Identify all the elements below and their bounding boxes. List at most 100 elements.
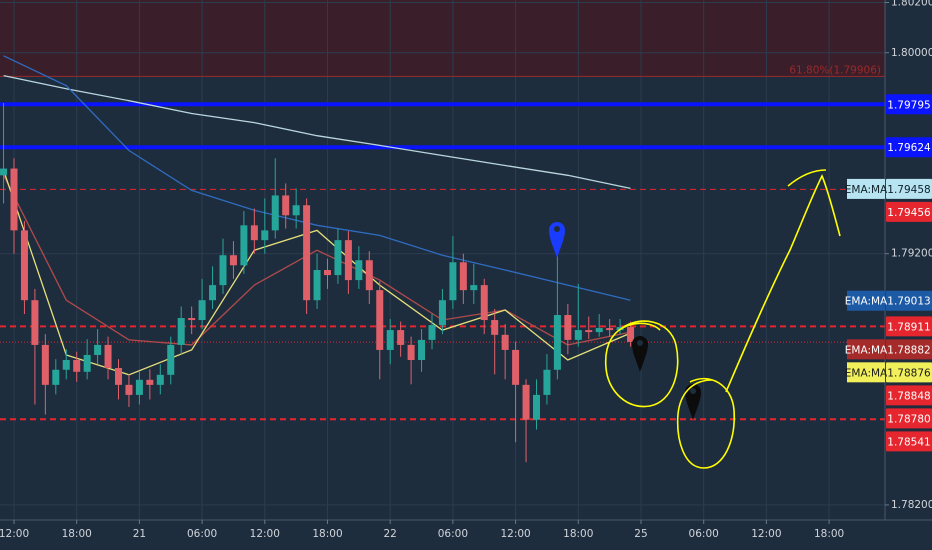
candle-body xyxy=(198,300,206,321)
price-label: 1.78780 xyxy=(887,413,930,425)
price-tag-box xyxy=(847,362,885,383)
candle-body xyxy=(480,285,488,321)
y-tick-label: 1.78200 xyxy=(891,499,932,511)
x-tick-label: 25 xyxy=(634,528,647,540)
candle xyxy=(156,364,164,395)
candle-body xyxy=(428,325,436,340)
back-layer xyxy=(0,0,885,520)
x-tick-label: 12:00 xyxy=(0,528,29,540)
candle xyxy=(261,198,269,254)
price-label: 1.79458 xyxy=(887,184,930,196)
blue-pin xyxy=(549,222,565,258)
candle xyxy=(188,306,196,335)
x-tick-label: 12:00 xyxy=(250,528,280,540)
candle-body xyxy=(303,205,311,301)
candle xyxy=(250,208,258,254)
candle-body xyxy=(334,240,342,276)
candle-body xyxy=(188,318,196,321)
price-label: 1.79795 xyxy=(887,99,930,111)
candle-body xyxy=(459,262,467,291)
candle xyxy=(52,359,60,395)
candle-body xyxy=(313,270,321,301)
candle xyxy=(10,158,18,254)
pin-hole xyxy=(554,226,560,232)
candle-body xyxy=(376,290,384,350)
candle xyxy=(386,319,394,365)
candle-body xyxy=(41,344,49,385)
candle-body xyxy=(62,359,70,370)
candle xyxy=(459,253,467,304)
y-tick-label: 1.80200 xyxy=(891,0,932,9)
price-label: 1.78882 xyxy=(887,344,930,356)
candle xyxy=(292,188,300,229)
candle xyxy=(240,211,248,274)
candle-body xyxy=(522,384,530,420)
candle-body xyxy=(52,369,60,385)
price-label-box xyxy=(886,94,932,115)
candle xyxy=(397,321,405,357)
candle-body xyxy=(219,255,227,286)
moving-average xyxy=(3,55,631,301)
black-pin xyxy=(632,336,648,372)
candle-body xyxy=(491,320,499,335)
moving-average xyxy=(3,175,631,346)
price-tag-box xyxy=(847,290,885,311)
candle-body xyxy=(532,394,540,420)
candle-body xyxy=(553,315,561,370)
candle-body xyxy=(83,354,91,372)
price-tag-box xyxy=(847,339,885,360)
candle-body xyxy=(627,327,635,342)
candle xyxy=(365,251,373,304)
candle xyxy=(31,288,39,405)
arrow-head xyxy=(787,169,827,187)
candle-body xyxy=(407,344,415,360)
candle xyxy=(574,283,582,347)
candle-body xyxy=(135,379,143,395)
candle-body xyxy=(292,205,300,216)
price-tag: EMA:MA xyxy=(845,344,888,356)
candle-body xyxy=(323,270,331,276)
price-label-box xyxy=(886,201,932,222)
candle xyxy=(20,221,28,315)
candle-body xyxy=(94,344,102,355)
price-label-box xyxy=(886,290,932,311)
candle-body xyxy=(73,359,81,372)
candle-body xyxy=(355,260,363,281)
candle xyxy=(480,278,488,335)
candle xyxy=(627,321,635,347)
x-tick-label: 06:00 xyxy=(438,528,468,540)
candle-body xyxy=(156,374,164,385)
candle xyxy=(313,253,321,309)
candle-body xyxy=(104,344,112,369)
candle xyxy=(355,246,363,289)
candle xyxy=(344,231,352,294)
candle-body xyxy=(418,339,426,360)
candle-body xyxy=(282,195,290,216)
price-tag-box xyxy=(847,178,885,199)
candle xyxy=(501,324,509,380)
price-label: 1.78876 xyxy=(887,367,931,379)
price-tag: EMA:MA xyxy=(845,296,888,308)
candle xyxy=(303,198,311,315)
candle xyxy=(73,351,81,382)
price-label: 1.79456 xyxy=(887,207,931,219)
price-label: 1.78911 xyxy=(887,321,930,333)
pin-hole xyxy=(637,340,643,346)
candle xyxy=(94,329,102,365)
candle xyxy=(376,281,384,380)
black-pin xyxy=(685,384,701,420)
price-tag: EMA:MA xyxy=(845,367,888,379)
candle-body xyxy=(438,300,446,326)
candle xyxy=(428,314,436,350)
x-tick-label: 18:00 xyxy=(563,528,593,540)
price-label: 1.78848 xyxy=(887,390,930,402)
zone xyxy=(0,0,885,77)
candle-body xyxy=(512,349,520,385)
candle-body xyxy=(125,384,133,395)
price-tag: EMA:MA xyxy=(845,184,888,196)
candle-body xyxy=(574,330,582,340)
candle-body xyxy=(115,368,123,385)
candle xyxy=(62,349,70,380)
candle xyxy=(209,266,217,309)
x-tick-label: 18:00 xyxy=(62,528,92,540)
